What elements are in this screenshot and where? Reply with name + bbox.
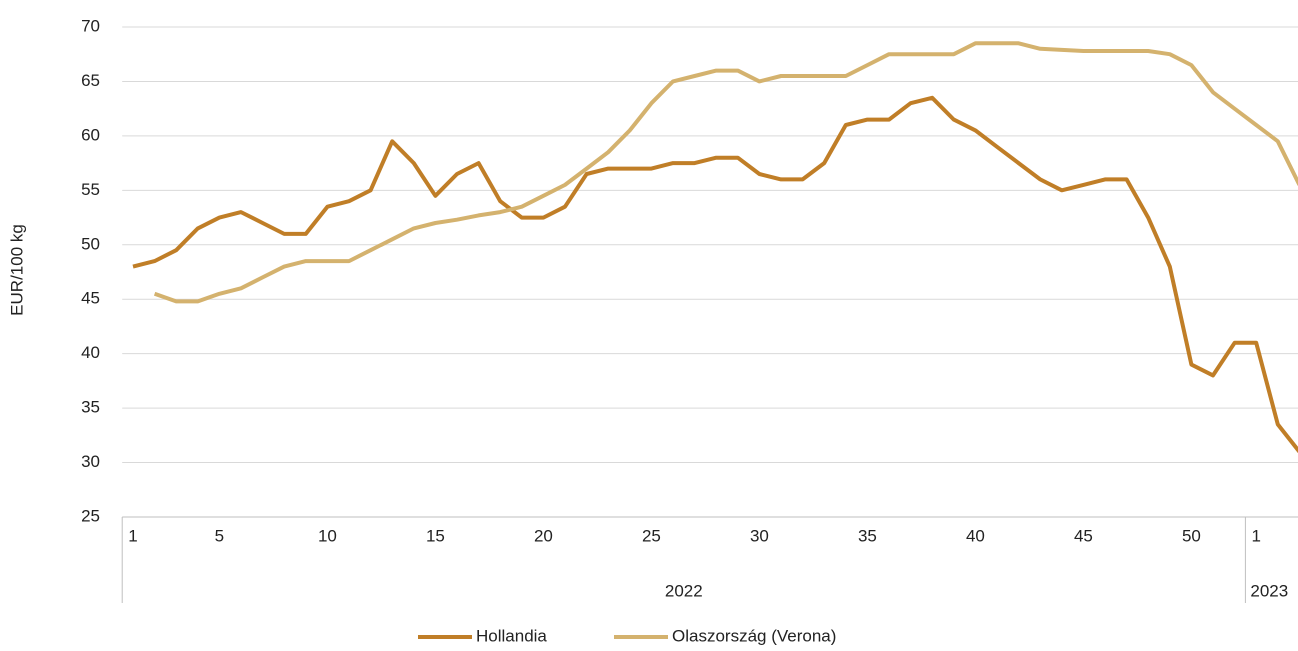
y-tick-label: 60 [81, 125, 100, 144]
series-line [132, 95, 1298, 453]
y-tick-label: 65 [81, 71, 100, 90]
x-tick-label: 25 [642, 526, 661, 545]
x-tick-label: 35 [858, 526, 877, 545]
x-tick-label: 1 [1251, 526, 1260, 545]
series-line [153, 41, 1298, 304]
y-tick-label: 35 [81, 398, 100, 417]
x-tick-label: 15 [426, 526, 445, 545]
y-tick-label: 55 [81, 180, 100, 199]
x-tick-label: 5 [215, 526, 224, 545]
x-tick-label: 1 [128, 526, 137, 545]
x-tick-label: 40 [966, 526, 985, 545]
y-tick-label: 25 [81, 506, 100, 525]
y-tick-label: 50 [81, 234, 100, 253]
y-tick-label: 45 [81, 289, 100, 308]
x-tick-label: 30 [750, 526, 769, 545]
x-tick-label: 45 [1074, 526, 1093, 545]
y-tick-label: 70 [81, 16, 100, 35]
x-tick-label: 20 [534, 526, 553, 545]
group-label: 2022 [665, 581, 703, 600]
group-label: 2023 [1250, 581, 1288, 600]
y-axis-label: EUR/100 kg [7, 224, 26, 316]
x-tick-label: 50 [1182, 526, 1201, 545]
legend-label: Olaszország (Verona) [672, 626, 836, 645]
y-tick-label: 30 [81, 452, 100, 471]
legend-label: Hollandia [476, 626, 547, 645]
x-tick-label: 10 [318, 526, 337, 545]
y-tick-label: 40 [81, 343, 100, 362]
